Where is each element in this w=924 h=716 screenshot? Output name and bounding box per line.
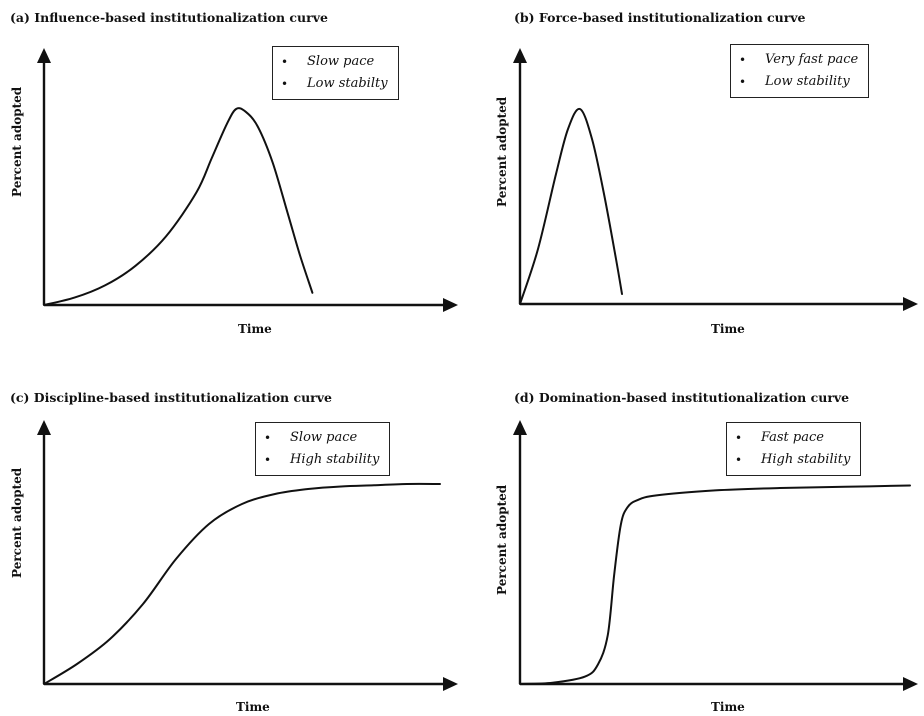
legend-item: • High stability [264,449,379,471]
x-axis-label-b: Time [711,322,745,336]
y-axis-arrow-c [37,420,51,435]
x-axis-label-c: Time [236,700,270,714]
y-axis-arrow-d [513,420,527,435]
legend-label: Fast pace [761,430,824,445]
legend-label: Low stabilty [307,76,388,91]
legend-label: Slow pace [290,430,358,445]
legend-label: Very fast pace [765,52,859,67]
legend-item: • Fast pace [735,427,850,449]
legend-item: • Low stabilty [281,73,388,95]
x-axis-label-a: Time [238,322,272,336]
legend-label: High stability [290,452,380,467]
legend-a: • Slow pace • Low stabilty [272,46,399,100]
x-axis-arrow-c [443,677,458,691]
x-axis-label-d: Time [711,700,745,714]
series-line-b [519,107,623,305]
legend-item: • Slow pace [264,427,379,449]
y-axis-arrow-a [37,48,51,63]
legend-item: • Very fast pace [739,49,858,71]
x-axis-arrow-b [903,297,918,311]
legend-label: High stability [761,452,851,467]
chart-title-c: (c) Discipline-based institutionalizatio… [10,390,332,405]
chart-title-b: (b) Force-based institutionalization cur… [514,10,806,25]
x-axis-arrow-d [903,677,918,691]
legend-label: Low stability [765,74,850,89]
chart-title-a: (a) Influence-based institutionalization… [10,10,328,25]
series-line-a [43,107,314,306]
legend-d: • Fast pace • High stability [726,422,862,476]
legend-c: • Slow pace • High stability [255,422,391,476]
legend-label: Slow pace [307,54,375,69]
series-line-c [43,482,441,685]
y-axis-arrow-b [513,48,527,63]
x-axis-arrow-a [443,298,458,312]
legend-b: • Very fast pace • Low stability [730,44,870,98]
chart-title-d: (d) Domination-based institutionalizatio… [514,390,850,405]
series-line-d [519,484,911,685]
legend-item: • High stability [735,449,850,471]
legend-item: • Low stability [739,71,858,93]
legend-item: • Slow pace [281,51,388,73]
